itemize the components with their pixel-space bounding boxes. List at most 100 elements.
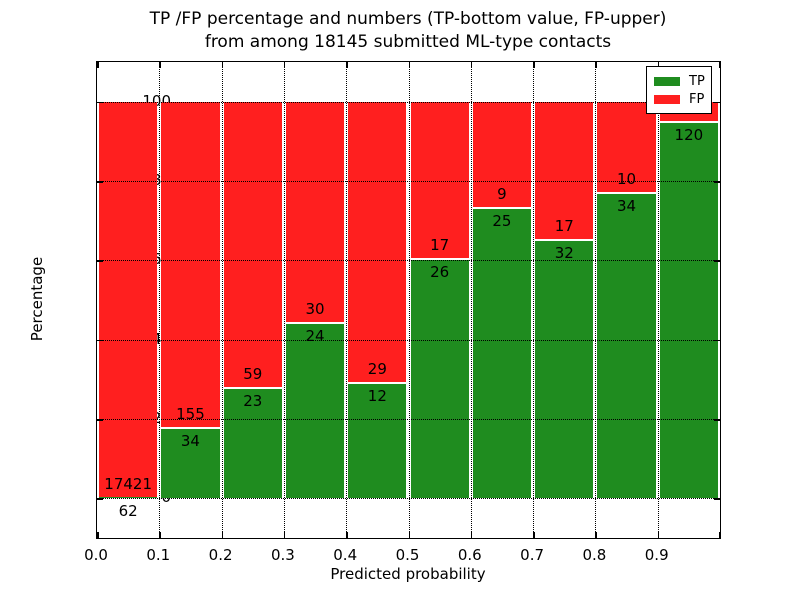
x-tick-top-1 bbox=[159, 62, 161, 68]
bar-fp-count-6: 9 bbox=[497, 184, 507, 203]
x-tick-label-7: 0.7 bbox=[520, 546, 545, 564]
legend-swatch-fp bbox=[654, 94, 680, 104]
bar-tp-segment-8 bbox=[597, 191, 656, 499]
bar-fp-segment-7 bbox=[535, 101, 594, 240]
bar-tp-segment-3 bbox=[285, 322, 345, 499]
bar-fp-count-1: 155 bbox=[176, 404, 205, 423]
gridline-x-5 bbox=[408, 62, 410, 538]
legend-entry-tp: TP bbox=[654, 72, 711, 90]
bar-tp-count-5: 26 bbox=[430, 263, 450, 282]
x-tick-top-6 bbox=[470, 62, 473, 68]
x-tick-bottom-2 bbox=[221, 532, 224, 538]
bar-fp-count-0: 17421 bbox=[104, 474, 152, 493]
bar-fp-count-8: 10 bbox=[617, 169, 637, 188]
x-tick-bottom-8 bbox=[595, 532, 597, 538]
x-tick-bottom-10 bbox=[719, 532, 721, 538]
gridline-x-7 bbox=[533, 62, 535, 538]
gridline-x-4 bbox=[346, 62, 348, 538]
x-tick-top-7 bbox=[533, 62, 535, 68]
x-tick-top-8 bbox=[595, 62, 597, 68]
x-tick-bottom-3 bbox=[283, 532, 286, 538]
bar-tp-segment-0 bbox=[99, 496, 158, 499]
x-tick-top-10 bbox=[719, 62, 721, 68]
y-tick-right-0 bbox=[714, 498, 720, 500]
legend: TP FP bbox=[646, 66, 712, 114]
bar-tp-segment-7 bbox=[535, 239, 594, 499]
x-tick-label-2: 0.2 bbox=[208, 546, 233, 564]
x-tick-top-2 bbox=[221, 62, 224, 68]
y-tick-left-0 bbox=[97, 498, 103, 500]
x-tick-label-5: 0.5 bbox=[395, 546, 420, 564]
bar-fp-segment-1 bbox=[161, 101, 220, 427]
x-tick-label-6: 0.6 bbox=[457, 546, 482, 564]
y-tick-left-100 bbox=[97, 101, 103, 104]
bar-tp-count-9: 120 bbox=[674, 125, 704, 144]
chart-title: TP /FP percentage and numbers (TP-bottom… bbox=[150, 8, 667, 54]
y-tick-left-20 bbox=[97, 419, 103, 421]
bar-fp-segment-2 bbox=[223, 101, 282, 388]
gridline-x-2 bbox=[221, 62, 223, 538]
bar-tp-segment-2 bbox=[223, 387, 282, 499]
y-tick-right-40 bbox=[714, 339, 720, 342]
x-tick-label-0: 0.0 bbox=[84, 546, 108, 564]
bar-fp-segment-0 bbox=[99, 101, 158, 497]
bar-tp-segment-4 bbox=[348, 382, 407, 499]
x-tick-bottom-6 bbox=[470, 532, 473, 538]
bar-tp-segment-6 bbox=[472, 206, 532, 499]
y-tick-right-60 bbox=[714, 260, 720, 262]
bar-tp-count-6: 25 bbox=[492, 211, 512, 230]
bar-fp-count-5: 17 bbox=[430, 236, 450, 255]
chart-title-line1: TP /FP percentage and numbers (TP-bottom… bbox=[149, 9, 667, 29]
y-axis-label: Percentage bbox=[28, 256, 46, 342]
y-tick-left-80 bbox=[97, 181, 103, 183]
y-tick-right-80 bbox=[714, 181, 720, 183]
bar-fp-segment-3 bbox=[285, 101, 345, 323]
x-tick-bottom-4 bbox=[346, 532, 348, 538]
plot-area: 17421 62 155 34 59 23 30 24 29 12 17 26 9 25 17 32 10 34 1… bbox=[96, 61, 721, 539]
bar-tp-count-2: 23 bbox=[243, 392, 263, 411]
x-tick-bottom-9 bbox=[657, 532, 660, 538]
bar-fp-segment-4 bbox=[348, 101, 407, 383]
bar-tp-segment-5 bbox=[410, 258, 469, 499]
x-tick-top-0 bbox=[97, 62, 99, 68]
y-tick-left-40 bbox=[97, 339, 103, 342]
bar-tp-count-1: 34 bbox=[180, 431, 200, 450]
x-tick-bottom-5 bbox=[408, 532, 410, 538]
bar-tp-segment-1 bbox=[161, 426, 220, 499]
bar-tp-count-3: 24 bbox=[305, 327, 325, 346]
bar-fp-count-3: 30 bbox=[305, 300, 325, 319]
gridline-x-6 bbox=[470, 62, 472, 538]
x-axis-label: Predicted probability bbox=[330, 565, 486, 583]
gridline-x-1 bbox=[159, 62, 161, 538]
x-tick-label-4: 0.4 bbox=[333, 546, 358, 564]
x-tick-label-1: 0.1 bbox=[146, 546, 171, 564]
gridline-x-9 bbox=[657, 62, 659, 538]
x-tick-bottom-0 bbox=[97, 532, 99, 538]
bar-fp-segment-5 bbox=[410, 101, 469, 259]
bar-fp-count-7: 17 bbox=[554, 217, 574, 236]
chart-title-line2: from among 18145 submitted ML-type conta… bbox=[204, 32, 612, 52]
bar-tp-count-8: 34 bbox=[617, 196, 637, 215]
bar-tp-count-0: 62 bbox=[118, 501, 138, 520]
x-tick-bottom-1 bbox=[159, 532, 161, 538]
x-tick-label-8: 0.8 bbox=[582, 546, 607, 564]
bar-tp-segment-9 bbox=[659, 120, 718, 499]
x-tick-bottom-7 bbox=[533, 532, 535, 538]
legend-swatch-tp bbox=[654, 76, 680, 86]
bar-fp-segment-8 bbox=[597, 101, 656, 192]
legend-label-tp: TP bbox=[689, 73, 705, 89]
y-tick-left-60 bbox=[97, 260, 103, 262]
x-tick-label-3: 0.3 bbox=[270, 546, 295, 564]
y-tick-right-20 bbox=[714, 419, 720, 421]
x-tick-top-5 bbox=[408, 62, 410, 68]
legend-label-fp: FP bbox=[689, 91, 705, 107]
bar-fp-count-2: 59 bbox=[243, 365, 263, 384]
gridline-x-3 bbox=[283, 62, 285, 538]
x-tick-top-9 bbox=[657, 62, 660, 68]
x-tick-label-9: 0.9 bbox=[644, 546, 669, 564]
legend-entry-fp: FP bbox=[654, 90, 711, 108]
bar-fp-segment-6 bbox=[472, 101, 532, 207]
bar-tp-count-7: 32 bbox=[554, 244, 574, 263]
gridline-x-8 bbox=[595, 62, 597, 538]
